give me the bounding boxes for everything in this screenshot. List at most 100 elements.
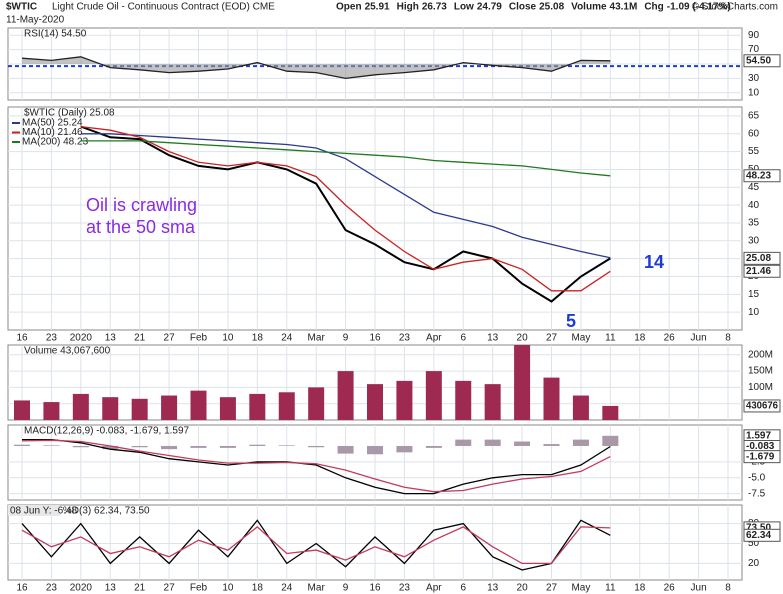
line (80, 133, 611, 259)
x-tick-label: May (571, 583, 590, 594)
x-tick-label: 9 (343, 333, 349, 344)
value-badge (743, 169, 781, 183)
x-tick-label: Feb (190, 333, 208, 344)
x-tick-label: 24 (281, 333, 293, 344)
instrument-name: Light Crude Oil - Continuous Contract (E… (52, 2, 275, 13)
bar (72, 393, 89, 420)
line (21, 56, 611, 80)
stat-label: High (397, 2, 419, 13)
annotation: 5 (566, 311, 576, 331)
bar (425, 371, 442, 420)
bar (484, 439, 501, 446)
x-tick-label: 9 (343, 583, 349, 594)
note: 08 Jun Y: -6.48 (10, 506, 78, 517)
x-tick-label: 27 (546, 583, 558, 594)
bar (308, 387, 325, 420)
y-tick-label: 100M (748, 382, 773, 393)
bar (572, 439, 589, 446)
x-tick-label: 16 (369, 583, 381, 594)
y-tick-label: 15 (748, 289, 760, 300)
bar (572, 395, 589, 420)
x-tick-label: 16 (16, 333, 28, 344)
panel-title: %K(5,3) %D(3) 62.34, 73.50 (24, 506, 150, 517)
x-tick-label: 8 (725, 583, 731, 594)
panel-title: MACD(12,26,9) -0.083, -1.679, 1.597 (24, 426, 190, 437)
bar (543, 444, 560, 446)
x-tick-label: 18 (252, 333, 264, 344)
bar (602, 435, 619, 446)
value-badge-label: 1.597 (746, 430, 771, 441)
bar (602, 405, 619, 420)
bar (514, 345, 531, 420)
bar (455, 439, 472, 446)
x-tick-label: 23 (399, 583, 411, 594)
y-tick-label: 20 (748, 558, 760, 569)
line (21, 519, 611, 571)
y-tick-label: 200M (748, 349, 773, 360)
y-tick-label: 50 (748, 538, 760, 549)
copyright: © StockCharts.com (692, 2, 778, 13)
bar (219, 445, 236, 448)
bar (367, 384, 383, 420)
x-tick-label: Mar (308, 583, 326, 594)
value-badge (743, 264, 781, 278)
bar (131, 398, 148, 420)
x-tick-label: Apr (426, 583, 442, 594)
bar (396, 380, 413, 420)
line (80, 125, 611, 303)
y-tick-label: 35 (748, 218, 760, 229)
y-tick-label: 150M (748, 366, 773, 377)
x-tick-label: 21 (134, 583, 146, 594)
value-badge-label: 21.46 (746, 266, 771, 277)
x-tick-label: 23 (46, 583, 58, 594)
annotation: at the 50 sma (86, 217, 196, 237)
value-badge-label: 25.08 (746, 253, 771, 264)
line (80, 125, 611, 292)
legend-entry: MA(50) 25.24 (22, 118, 83, 129)
x-tick-label: 27 (546, 333, 558, 344)
bar (161, 445, 178, 450)
x-tick-label: 6 (460, 333, 466, 344)
bar (514, 441, 531, 446)
y-tick-label: 30 (748, 73, 760, 84)
value-badge-label: -1.679 (746, 451, 775, 462)
x-tick-label: 6 (460, 583, 466, 594)
bar (249, 393, 266, 420)
y-tick-label: 30 (748, 235, 760, 246)
x-tick-label: 23 (399, 333, 411, 344)
bar (190, 445, 207, 448)
x-tick-label: 16 (16, 583, 28, 594)
bar (543, 377, 560, 420)
stat-value: -1.09 (-4.17%) (667, 2, 731, 13)
value-badge (743, 399, 781, 413)
x-tick-label: 27 (164, 333, 176, 344)
line (21, 526, 611, 565)
bar (219, 397, 236, 420)
x-tick-label: 21 (134, 333, 146, 344)
x-tick-label: 2020 (70, 333, 93, 344)
annotation: 14 (644, 252, 664, 272)
stat-label: Open (336, 2, 362, 13)
value-badge (743, 528, 781, 542)
bar (102, 397, 119, 420)
stat-label: Close (509, 2, 537, 13)
stat-value: 43.1M (610, 2, 638, 13)
bar (43, 402, 60, 420)
x-tick-label: 2020 (70, 583, 93, 594)
stat-value: 25.91 (365, 2, 390, 13)
stat-label: Volume (571, 2, 607, 13)
x-tick-label: 13 (487, 333, 499, 344)
x-tick-label: 8 (725, 333, 731, 344)
bar (455, 380, 472, 420)
x-tick-label: Jun (691, 333, 707, 344)
panel-title: RSI(14) 54.50 (24, 29, 87, 40)
x-tick-label: Apr (426, 333, 442, 344)
bar (14, 400, 30, 420)
x-tick-label: Feb (190, 583, 208, 594)
x-tick-label: 18 (634, 333, 646, 344)
x-tick-label: 13 (105, 333, 117, 344)
x-tick-label: 26 (664, 333, 676, 344)
bar (102, 445, 119, 450)
value-badge-label: 430676 (746, 401, 778, 412)
